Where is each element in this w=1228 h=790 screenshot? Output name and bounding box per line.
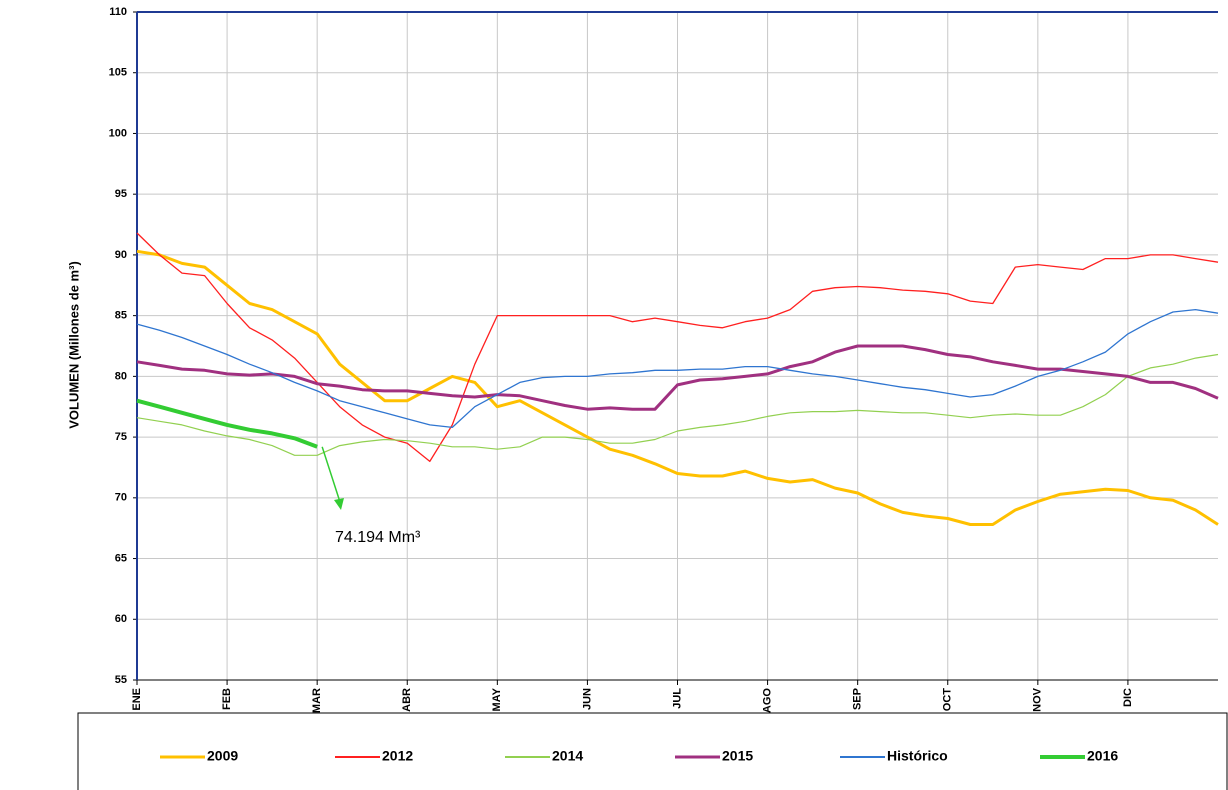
- x-tick-label: MAY: [491, 687, 503, 711]
- x-tick-label: ENE: [131, 688, 143, 711]
- y-tick-label: 60: [115, 613, 127, 625]
- legend-label: 2009: [207, 748, 238, 764]
- x-tick-label: MAR: [311, 688, 323, 713]
- series-line: [136, 344, 1219, 411]
- y-tick-label: 90: [115, 249, 127, 261]
- x-tick-label: NOV: [1032, 687, 1044, 712]
- y-tick-label: 65: [115, 552, 127, 564]
- y-tick-label: 85: [115, 310, 127, 322]
- y-tick-label: 80: [115, 370, 127, 382]
- x-tick-label: JUL: [671, 688, 683, 709]
- y-tick-label: 110: [109, 6, 127, 18]
- y-tick-label: 70: [115, 492, 127, 504]
- x-tick-label: OCT: [942, 688, 954, 712]
- legend-label: 2012: [382, 748, 413, 764]
- y-tick-label: 105: [109, 67, 127, 79]
- x-tick-label: AGO: [761, 688, 773, 714]
- series-line: [136, 308, 1219, 429]
- legend-label: 2015: [722, 748, 753, 764]
- annotation: 74.194 Mm³: [335, 529, 421, 546]
- x-tick-label: DIC: [1122, 688, 1134, 707]
- x-tick-label: ABR: [401, 688, 413, 712]
- y-tick-label: 55: [115, 674, 127, 686]
- legend-label: 2014: [552, 748, 583, 764]
- y-tick-label: 100: [109, 127, 127, 139]
- y-tick-label: 95: [115, 188, 127, 200]
- annotation-arrowhead: [334, 498, 344, 510]
- series-line: [136, 398, 318, 449]
- annotation-arrow: [321, 446, 341, 503]
- legend-label: Histórico: [887, 748, 948, 764]
- y-tick-label: 75: [115, 431, 127, 443]
- x-tick-label: SEP: [852, 688, 864, 710]
- series-line: [136, 249, 1219, 526]
- x-tick-label: JUN: [581, 688, 593, 710]
- x-tick-label: FEB: [221, 688, 233, 710]
- legend-label: 2016: [1087, 748, 1118, 764]
- legend-box: [77, 712, 1228, 790]
- y-axis-label: VOLUMEN (Millones de m³): [66, 261, 81, 429]
- series-line: [136, 353, 1219, 456]
